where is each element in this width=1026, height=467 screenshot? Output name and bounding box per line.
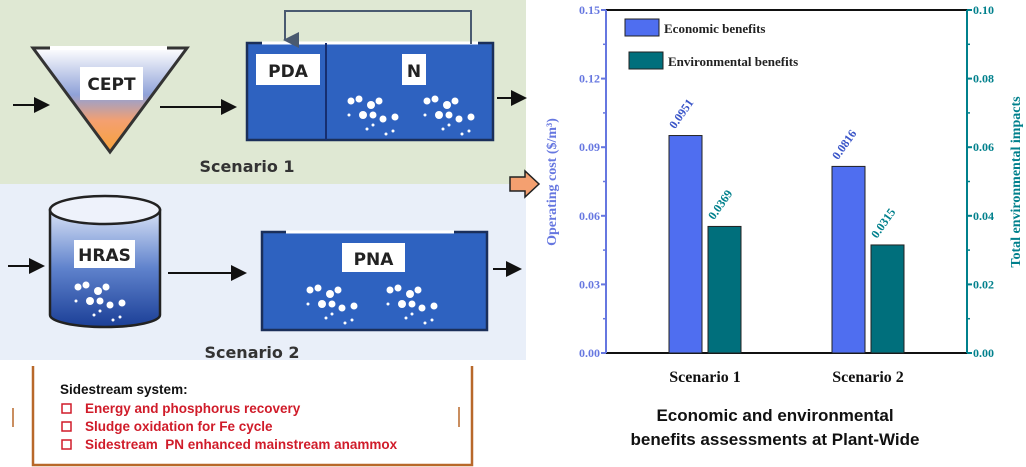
pna-tank: PNA (260, 230, 489, 332)
y-tick-label-left: 0.09 (579, 140, 600, 154)
sidestream-item-text: Energy and phosphorus recovery (85, 401, 301, 416)
legend-swatch-economic (624, 18, 660, 37)
sidestream-item: Sidestream PN enhanced mainstream anammo… (61, 437, 398, 452)
y-axis-right-label: Total environmental impacts (1009, 96, 1024, 268)
bar-chart: Operating cost ($/m³) Total environmenta… (545, 3, 1024, 449)
bar-environmental (707, 225, 742, 354)
pda-label: PDA (268, 62, 309, 82)
n-label: N (407, 62, 421, 82)
sidestream-item-text: Sidestream PN enhanced mainstream anammo… (85, 437, 398, 452)
pna-label: PNA (354, 250, 395, 270)
y-tick-label-left: 0.15 (579, 3, 600, 17)
scenario-2-label: Scenario 2 (204, 343, 299, 362)
scenario-1-panel: CEPT PDA N Scenario 1 (0, 0, 527, 184)
y-tick-label-right: 0.10 (973, 3, 994, 17)
y-tick-label-left: 0.03 (579, 277, 600, 291)
data-label: 0.0369 (705, 187, 735, 222)
result-arrow-icon (509, 169, 541, 199)
sidestream-item: Sludge oxidation for Fe cycle (61, 419, 273, 434)
legend-label-environmental: Environmental benefits (668, 54, 798, 69)
sidestream-box: Sidestream system: Energy and phosphorus… (12, 366, 474, 467)
sidestream-item: Energy and phosphorus recovery (61, 401, 301, 416)
chart-caption-line-1: Economic and environmental (656, 406, 893, 425)
y-tick-label-left: 0.00 (579, 346, 600, 360)
legend: Economic benefits Environmental benefits (624, 18, 798, 70)
data-label: 0.0315 (868, 206, 898, 241)
y-tick-label-right: 0.06 (973, 140, 994, 154)
pda-n-tank: PDA N (245, 41, 495, 142)
y-tick-label-right: 0.00 (973, 346, 994, 360)
hras-reactor: HRAS (48, 194, 162, 329)
checkbox-icon (61, 439, 72, 450)
bar-environmental (870, 244, 905, 354)
legend-label-economic: Economic benefits (664, 21, 765, 36)
scenario-2-panel: HRAS PNA Scenario 2 (0, 184, 526, 362)
bar-economic (668, 135, 703, 354)
sidestream-title: Sidestream system: (60, 382, 188, 397)
data-label: 0.0951 (666, 96, 696, 131)
bar-economic (831, 165, 866, 354)
cept-clarifier: CEPT (30, 46, 190, 155)
checkbox-icon (61, 403, 72, 414)
legend-swatch-environmental (628, 51, 664, 70)
chart-caption-line-2: benefits assessments at Plant-Wide (631, 430, 920, 449)
sidestream-item-text: Sludge oxidation for Fe cycle (85, 419, 273, 434)
y-tick-label-right: 0.08 (973, 72, 994, 86)
scenario-1-label: Scenario 1 (199, 157, 294, 176)
hras-label: HRAS (78, 246, 131, 266)
cept-label: CEPT (87, 75, 136, 95)
checkbox-icon (61, 421, 72, 432)
y-tick-label-left: 0.12 (579, 72, 600, 86)
recycle-arrow (283, 10, 472, 48)
y-tick-label-right: 0.02 (973, 277, 994, 291)
y-tick-label-right: 0.04 (973, 209, 994, 223)
x-tick-label: Scenario 2 (832, 369, 904, 386)
y-tick-label-left: 0.06 (579, 209, 600, 223)
y-axis-left-label: Operating cost ($/m³) (545, 118, 560, 246)
x-tick-label: Scenario 1 (669, 369, 741, 386)
data-label: 0.0816 (829, 127, 859, 162)
